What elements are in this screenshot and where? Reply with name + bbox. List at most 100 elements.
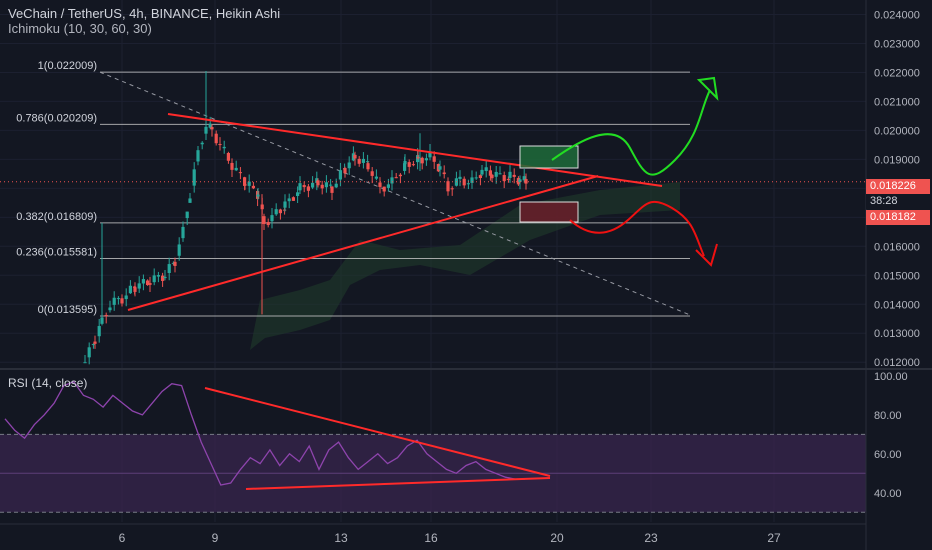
candle-body <box>470 177 474 183</box>
candle-body <box>390 177 394 184</box>
bullish-arrowhead <box>696 76 719 101</box>
trend-drawings <box>0 76 866 311</box>
candle-body <box>338 170 342 180</box>
y-tick-label: 0.013000 <box>874 328 920 340</box>
candle-body <box>478 175 482 179</box>
candle-body <box>278 209 282 214</box>
candle-body <box>167 264 171 274</box>
candle-body <box>416 157 420 159</box>
candle-body <box>296 192 300 197</box>
indicator-label[interactable]: Ichimoku (10, 30, 60, 30) <box>8 21 152 36</box>
candle-body <box>407 162 411 167</box>
candle-body <box>238 172 242 174</box>
candle-body <box>210 127 214 130</box>
candle-body <box>146 280 150 286</box>
symbol-title[interactable]: VeChain / TetherUS, 4h, BINANCE, Heikin … <box>8 6 281 21</box>
candle-body <box>508 171 512 178</box>
ichimoku-cloud <box>250 182 680 350</box>
candle-body <box>133 287 137 292</box>
candle-body <box>302 185 306 188</box>
candle-body <box>87 347 91 358</box>
fib-level-label: 0(0.013595) <box>38 304 97 316</box>
bearish-projection <box>569 200 705 257</box>
candle-body <box>382 186 386 192</box>
candle-body <box>128 285 132 294</box>
candle-body <box>291 197 295 201</box>
candle-body <box>196 150 200 162</box>
candle-body <box>506 178 510 180</box>
last-price-tag: 0.018226 <box>866 179 930 194</box>
cloud-area <box>250 182 680 350</box>
y-tick-label: 0.016000 <box>874 241 920 253</box>
candle-body <box>156 275 160 277</box>
candle-body <box>378 182 382 187</box>
bearish-arrowhead <box>695 243 718 267</box>
candle-body <box>329 184 333 186</box>
candle-body <box>330 186 334 193</box>
y-tick-label: 0.015000 <box>874 270 920 282</box>
candle-body <box>498 173 502 175</box>
candle-body <box>226 152 230 161</box>
y-tick-label: 0.012000 <box>874 357 920 369</box>
candle-body <box>374 176 378 179</box>
candle-body <box>188 198 192 203</box>
x-tick-label: 9 <box>212 531 219 545</box>
x-tick-label: 27 <box>767 531 781 545</box>
y-tick-label: 0.014000 <box>874 299 920 311</box>
candle-body <box>83 362 87 364</box>
candle-body <box>287 198 291 202</box>
candle-body <box>306 186 310 191</box>
x-tick-label: 20 <box>550 531 564 545</box>
candle-body <box>104 314 108 317</box>
candle-body <box>386 184 390 188</box>
candle-body <box>192 169 196 186</box>
y-tick-label: 0.021000 <box>874 96 920 108</box>
x-tick-label: 13 <box>334 531 348 545</box>
rsi-y-tick-label: 100.00 <box>874 371 908 383</box>
candle-body <box>251 185 255 189</box>
candle-body <box>262 216 266 225</box>
y-tick-label: 0.022000 <box>874 67 920 79</box>
candle-body <box>420 157 424 164</box>
candle-body <box>438 166 442 170</box>
candle-body <box>256 194 260 197</box>
candle-body <box>141 279 145 284</box>
candle-body <box>181 226 185 239</box>
candle-body <box>458 176 462 179</box>
candle-body <box>320 184 324 189</box>
candle-body <box>494 171 498 177</box>
candle-body <box>316 180 320 186</box>
y-tick-label: 0.024000 <box>874 9 920 21</box>
candle-body <box>522 176 526 181</box>
x-tick-label: 6 <box>119 531 126 545</box>
lower-trendline <box>127 175 599 311</box>
fib-level-label: 1(0.022009) <box>38 60 97 72</box>
candle-body <box>137 283 141 289</box>
candle-body <box>148 283 152 285</box>
fib-level-label: 0.382(0.016809) <box>16 211 97 223</box>
candle-body <box>222 146 226 149</box>
candle-body <box>298 183 302 191</box>
candle-body <box>266 222 270 226</box>
candle-body <box>442 172 446 175</box>
bullish-projection <box>551 89 711 176</box>
chart-header: VeChain / TetherUS, 4h, BINANCE, Heikin … <box>8 6 280 36</box>
candle-body <box>394 177 398 179</box>
candle-body <box>161 275 165 281</box>
candle-body <box>124 295 128 300</box>
candle-body <box>100 317 104 324</box>
rsi-title[interactable]: RSI (14, close) <box>8 376 88 390</box>
candle-body <box>120 298 124 304</box>
rsi-panel: 40.00 60.00 80.00 100.00 <box>0 371 908 513</box>
candle-body <box>366 163 370 170</box>
candle-body <box>347 162 351 169</box>
upper-trendline <box>167 113 663 187</box>
y-tick-label: 0.019000 <box>874 154 920 166</box>
candle-body <box>488 170 492 176</box>
candle-body <box>334 183 338 188</box>
candle-body <box>357 158 361 164</box>
candle-body <box>353 154 357 159</box>
candle-body <box>234 167 238 171</box>
candle-body <box>474 177 478 179</box>
y-tick-label: 0.020000 <box>874 125 920 137</box>
